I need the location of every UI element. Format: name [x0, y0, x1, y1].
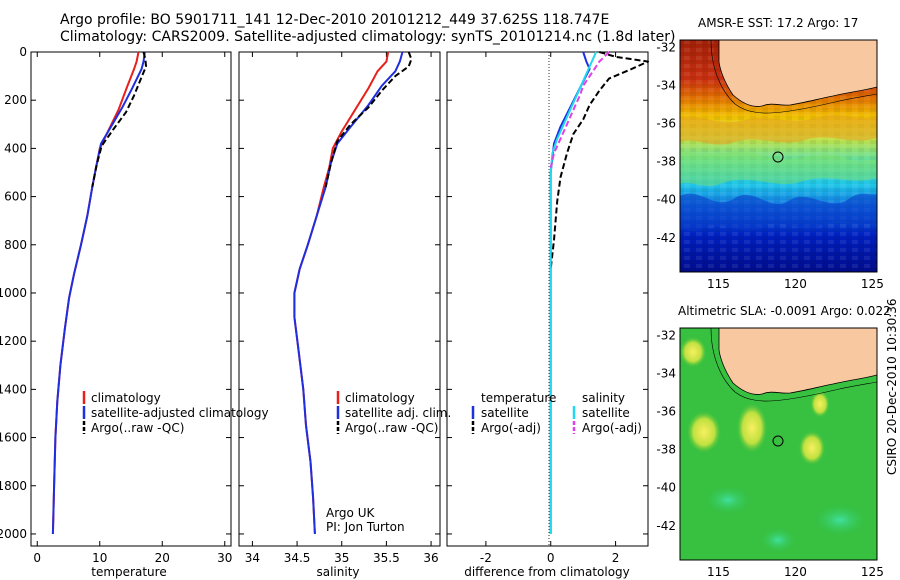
series-line-argo-raw-qc: [91, 51, 147, 188]
x-tick-label: 35: [334, 551, 349, 565]
map-y-tick-label: -42: [656, 231, 676, 245]
difference-panel-frame: [446, 51, 649, 547]
figure-title-line-2: Climatology: CARS2009. Satellite-adjuste…: [60, 29, 676, 45]
argo-float-marker: [772, 151, 784, 163]
temperature-legend: climatology satellite-adjusted climatolo…: [82, 391, 269, 435]
sla-map: [680, 328, 877, 560]
pi-label: PI: Jon Turton: [326, 520, 405, 534]
sla-low-1: [702, 484, 754, 516]
map-y-tick-label: -42: [656, 519, 676, 533]
x-tick-label: 30: [217, 551, 232, 565]
x-tick-label: 2: [612, 551, 620, 565]
series-line-argo-adj-temperature: [549, 51, 649, 270]
map-x-tick-label: 125: [861, 565, 884, 579]
sla-high-west: [686, 410, 722, 454]
sst-green-patch: [680, 150, 877, 186]
float-owner-label: Argo UK: [326, 506, 375, 520]
map-y-tick-label: -36: [656, 117, 676, 131]
salinity-panel-frame: [238, 51, 441, 547]
map-x-tick-label: 120: [784, 277, 807, 291]
legend-satellite-adjusted: satellite-adjusted climatology: [91, 406, 269, 420]
australia-land: [719, 328, 877, 395]
y-tick-label: 2000: [0, 527, 27, 541]
y-tick-label: 400: [4, 141, 27, 155]
sla-low-2: [810, 502, 870, 538]
legend-argo-raw: Argo(..raw -QC): [345, 421, 438, 435]
figure-title-line-1: Argo profile: BO 5901711_141 12-Dec-2010…: [60, 12, 610, 28]
x-tick-label: 0: [547, 551, 555, 565]
salinity-legend: climatology satellite adj. clim. Argo(..…: [326, 391, 451, 534]
x-tick-label: 36: [423, 551, 438, 565]
temperature-panel-frame: [30, 51, 232, 547]
temperature-xlabel: temperature: [91, 565, 166, 579]
y-tick-label: 200: [4, 93, 27, 107]
sla-high-centre: [736, 402, 768, 454]
series-line-argo-raw-qc: [324, 51, 413, 188]
x-tick-label: 0: [33, 551, 41, 565]
x-tick-label: 34.5: [284, 551, 311, 565]
map-y-tick-label: -38: [656, 443, 676, 457]
sst-map-title: AMSR-E SST: 17.2 Argo: 17: [698, 16, 859, 30]
sla-high-east: [810, 390, 830, 418]
series-line-satellite-adjusted-climatology: [51, 51, 146, 535]
legend-sal-argo: Argo(-adj): [582, 421, 642, 435]
legend-sal-satellite: satellite: [582, 406, 630, 420]
y-tick-label: 1200: [0, 334, 27, 348]
y-tick-label: 1000: [0, 286, 27, 300]
x-tick-label: -2: [480, 551, 492, 565]
sst-map: [680, 40, 877, 272]
difference-xlabel: difference from climatology: [464, 565, 630, 579]
coastline: [718, 328, 877, 395]
sla-low-3: [758, 526, 798, 554]
y-tick-label: 0: [19, 45, 27, 59]
australia-land: [719, 40, 877, 107]
legend-temp-satellite: satellite: [481, 406, 529, 420]
shelf-contour: [710, 40, 877, 114]
salinity-xlabel: salinity: [316, 565, 359, 579]
sst-warm-band: [680, 115, 877, 145]
legend-salinity-header: salinity: [582, 391, 625, 405]
shelf-contour: [710, 328, 877, 402]
legend-climatology: climatology: [91, 391, 161, 405]
map-x-tick-label: 125: [861, 277, 884, 291]
y-tick-label: 1400: [0, 382, 27, 396]
legend-satellite-adj: satellite adj. clim.: [345, 406, 451, 420]
sla-high-coast: [680, 336, 707, 368]
map-y-tick-label: -36: [656, 405, 676, 419]
map-y-tick-label: -34: [656, 79, 676, 93]
legend-argo-raw: Argo(..raw -QC): [91, 421, 184, 435]
map-x-tick-label: 115: [707, 565, 730, 579]
y-tick-label: 1600: [0, 431, 27, 445]
map-y-tick-label: -32: [656, 329, 676, 343]
map-x-tick-label: 115: [707, 277, 730, 291]
sla-high-south: [798, 430, 826, 466]
map-y-tick-label: -38: [656, 155, 676, 169]
difference-legend: temperature satellite Argo(-adj) salinit…: [471, 391, 642, 435]
x-tick-label: 20: [155, 551, 170, 565]
y-tick-label: 600: [4, 190, 27, 204]
argo-float-marker: [772, 435, 784, 447]
y-tick-label: 1800: [0, 479, 27, 493]
y-tick-label: 800: [4, 238, 27, 252]
sst-map-frame: [679, 39, 878, 273]
legend-climatology: climatology: [345, 391, 415, 405]
legend-temp-argo: Argo(-adj): [481, 421, 541, 435]
series-line-argo-adj-salinity: [549, 51, 610, 168]
x-tick-label: 10: [92, 551, 107, 565]
legend-temperature-header: temperature: [481, 391, 556, 405]
map-y-tick-label: -40: [656, 193, 676, 207]
map-x-tick-label: 120: [784, 565, 807, 579]
series-line-satellite-salinity: [549, 51, 598, 534]
x-tick-label: 34: [245, 551, 260, 565]
coastline: [718, 40, 877, 107]
sla-map-title: Altimetric SLA: -0.0091 Argo: 0.022: [678, 304, 891, 318]
sla-map-frame: [679, 327, 878, 561]
series-line-satellite-adj-clim: [293, 51, 404, 535]
sst-cool-wave: [680, 193, 877, 232]
map-y-tick-label: -40: [656, 481, 676, 495]
x-tick-label: 35.5: [373, 551, 400, 565]
map-y-tick-label: -32: [656, 41, 676, 55]
map-y-tick-label: -34: [656, 367, 676, 381]
